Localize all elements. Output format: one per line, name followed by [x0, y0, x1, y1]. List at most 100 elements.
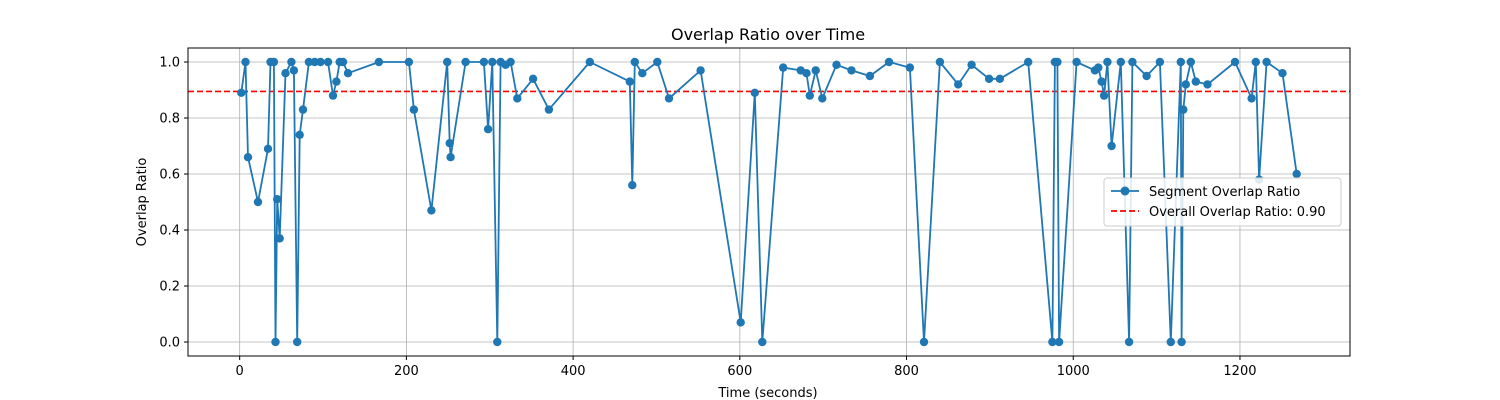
data-point	[253, 197, 263, 207]
data-point	[805, 91, 814, 100]
y-tick-label: 0.2	[159, 280, 180, 295]
data-point	[328, 91, 338, 100]
data-point	[446, 153, 455, 162]
data-point	[984, 74, 994, 84]
data-point	[1023, 57, 1033, 67]
data-point	[884, 57, 894, 67]
data-point	[1107, 141, 1116, 151]
data-point	[445, 139, 454, 148]
x-tick-label: 400	[561, 364, 586, 379]
data-point	[1072, 57, 1081, 67]
data-point	[1186, 57, 1196, 67]
data-point	[865, 71, 875, 81]
data-point	[818, 94, 827, 103]
data-point	[1094, 63, 1103, 72]
data-point	[995, 74, 1005, 84]
data-point	[544, 105, 554, 114]
data-point	[1176, 57, 1186, 67]
data-point	[461, 57, 470, 67]
data-point	[1103, 57, 1112, 67]
data-point	[696, 66, 705, 75]
x-tick-label: 0	[236, 364, 244, 379]
y-axis-ticks: 0.0 0.2 0.4 0.6 0.8 1.0	[159, 56, 188, 351]
y-tick-label: 1.0	[159, 56, 180, 71]
data-point	[295, 130, 304, 139]
data-point	[967, 60, 976, 69]
legend-reference-label: Overall Overlap Ratio: 0.90	[1149, 205, 1326, 220]
data-point	[269, 57, 279, 67]
data-point	[758, 337, 767, 347]
data-point	[1099, 91, 1109, 100]
data-point	[427, 206, 436, 215]
data-point	[802, 69, 811, 78]
data-point	[323, 57, 333, 67]
data-point	[443, 57, 452, 67]
data-point	[287, 57, 296, 67]
data-point	[273, 195, 282, 204]
data-point	[628, 181, 637, 190]
data-point	[1251, 57, 1261, 67]
data-point	[935, 57, 945, 67]
data-point	[1230, 57, 1240, 67]
data-point	[847, 66, 856, 75]
x-tick-label: 1000	[1057, 364, 1090, 379]
data-point	[1155, 57, 1165, 67]
legend: Segment Overlap Ratio Overall Overlap Ra…	[1103, 177, 1342, 227]
data-point	[483, 125, 493, 134]
data-point	[1054, 337, 1064, 347]
data-point	[304, 57, 314, 67]
x-axis-ticks: 0 200 400 600 800 1000 1200	[236, 356, 1257, 379]
data-point	[338, 57, 348, 67]
data-point	[1247, 94, 1256, 103]
data-point	[298, 105, 308, 114]
data-point	[1262, 57, 1271, 67]
x-tick-label: 200	[394, 364, 419, 379]
data-point	[374, 57, 384, 67]
data-point	[281, 69, 290, 78]
data-points	[237, 57, 1301, 347]
data-point	[1278, 69, 1287, 78]
data-point	[1177, 337, 1186, 347]
data-point	[1124, 337, 1134, 347]
data-point	[275, 234, 284, 243]
data-point	[263, 144, 273, 153]
x-tick-label: 1200	[1223, 364, 1256, 379]
data-point	[832, 60, 841, 69]
legend-series-marker	[1120, 186, 1130, 196]
data-point	[1048, 337, 1057, 347]
data-point	[1181, 80, 1191, 89]
data-point	[241, 57, 250, 67]
data-point	[332, 77, 341, 86]
data-point	[736, 318, 745, 327]
data-point	[316, 57, 325, 67]
data-point	[1116, 57, 1126, 67]
data-point	[493, 337, 502, 347]
chart-title: Overlap Ratio over Time	[671, 25, 865, 44]
data-point	[310, 57, 319, 67]
data-point	[243, 153, 253, 162]
data-point	[905, 63, 915, 72]
data-point	[1203, 80, 1212, 89]
x-tick-label: 800	[894, 364, 919, 379]
y-tick-label: 0.0	[159, 336, 180, 351]
y-axis-label: Overlap Ratio	[135, 158, 150, 247]
data-point	[1128, 57, 1137, 67]
data-point	[664, 94, 674, 103]
data-point	[271, 337, 280, 347]
data-point	[404, 57, 414, 67]
data-point	[1053, 57, 1062, 67]
y-tick-label: 0.4	[159, 224, 180, 239]
data-point	[237, 88, 246, 98]
data-point	[585, 57, 594, 67]
data-point	[289, 66, 299, 75]
data-point	[513, 94, 522, 103]
data-point	[638, 69, 647, 78]
y-tick-label: 0.6	[159, 168, 180, 183]
data-point	[1292, 169, 1301, 179]
x-axis-label: Time (seconds)	[717, 386, 817, 400]
data-point	[1142, 71, 1151, 81]
data-point	[779, 63, 788, 72]
y-tick-label: 0.8	[159, 112, 180, 127]
legend-series-label: Segment Overlap Ratio	[1149, 185, 1300, 200]
